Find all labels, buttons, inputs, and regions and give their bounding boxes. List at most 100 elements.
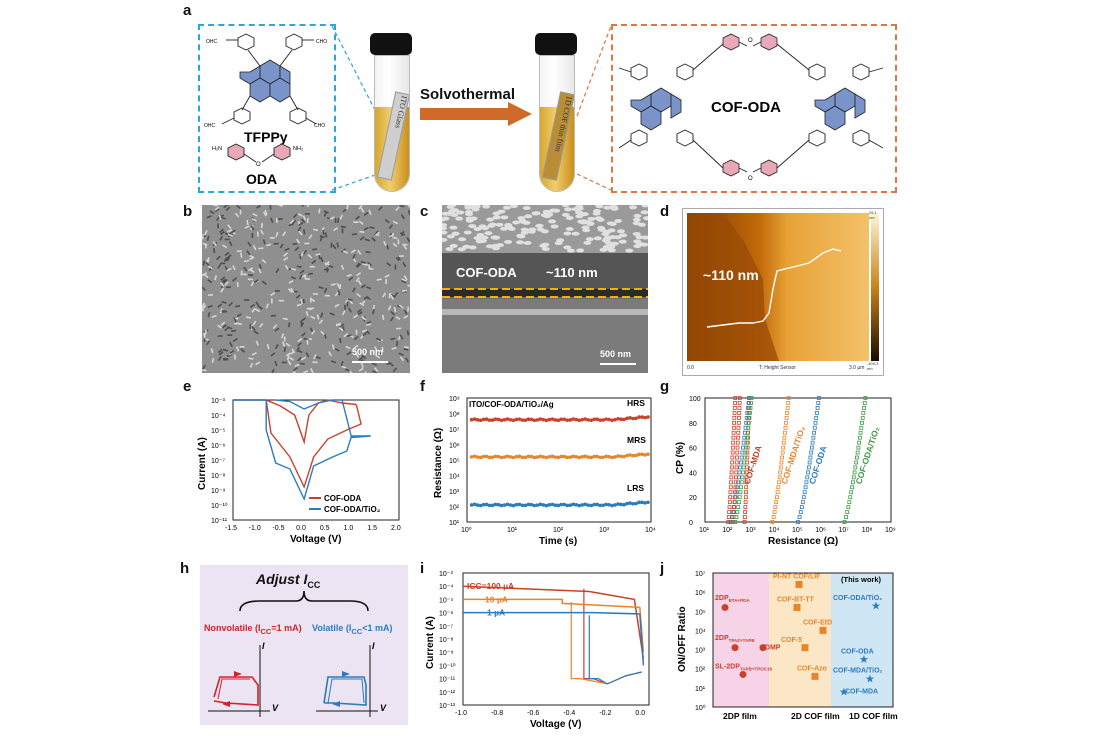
sem-surface-grain <box>576 248 584 252</box>
f-xtick: 10⁴ <box>645 527 656 534</box>
sem-grain <box>399 353 404 355</box>
sem-grain <box>388 306 390 310</box>
sem-grain <box>348 299 353 300</box>
g-point <box>740 456 743 459</box>
f-point <box>506 503 510 507</box>
tube-cap-1 <box>370 33 412 55</box>
i-xtick: -0.6 <box>527 710 539 717</box>
g-ytick: 20 <box>689 495 697 502</box>
g-point <box>738 471 741 474</box>
g-point <box>850 491 853 494</box>
sem-surface-grain <box>484 231 492 235</box>
j-ytick: 10⁷ <box>695 571 706 578</box>
h-i-axis-2: I <box>372 641 375 651</box>
f-point <box>628 501 632 505</box>
j-ytick: 10⁴ <box>695 628 706 635</box>
g-point <box>744 506 747 509</box>
g-point <box>739 461 742 464</box>
sem-surface-grain <box>572 232 580 236</box>
sem-grain <box>402 231 404 236</box>
sem-grain <box>225 252 229 255</box>
sem-grain <box>284 347 285 352</box>
sem-grain <box>374 368 377 372</box>
sem-grain <box>293 244 298 245</box>
sem-grain <box>300 363 305 364</box>
g-point <box>738 406 741 409</box>
g-point <box>733 421 736 424</box>
ohc-label-2: OHC <box>204 123 216 129</box>
sem-grain <box>325 233 326 238</box>
adjust-icc-panel: Adjust ICC Nonvolatile (ICC=1 mA) Volati… <box>200 565 408 725</box>
f-ytick: 10⁴ <box>449 474 460 481</box>
i-ytick: 10⁻¹² <box>439 690 456 697</box>
sem-grain <box>379 207 382 211</box>
sem-grain <box>359 221 363 224</box>
g-point <box>857 446 860 449</box>
sem-grain <box>407 330 408 335</box>
sem-grain <box>339 290 340 295</box>
g-point <box>731 461 734 464</box>
sem-grain <box>394 307 395 312</box>
volatile-label: Volatile (ICC<1 mA) <box>312 623 392 636</box>
g-point <box>742 466 745 469</box>
sem-grain <box>225 257 227 261</box>
sem-top-view: 500 nm <box>202 205 410 373</box>
sem-grain <box>358 250 361 254</box>
sem-grain <box>262 281 266 284</box>
g-point <box>775 501 778 504</box>
sem-surface-grain <box>575 210 583 214</box>
sem-grain <box>250 363 252 368</box>
sem-grain <box>312 249 317 250</box>
g-point <box>856 451 859 454</box>
sem-surface-grain <box>633 232 641 236</box>
sem-grain <box>298 357 302 361</box>
j-ytick: 10⁰ <box>695 704 706 712</box>
sem-grain <box>256 341 258 346</box>
sem-grain <box>320 236 325 238</box>
g-point <box>739 491 742 494</box>
j-ytick: 10³ <box>695 648 706 655</box>
sem-grain <box>246 317 251 318</box>
oxygen-bottom: O <box>748 176 753 182</box>
g-point <box>773 511 776 514</box>
g-point <box>855 456 858 459</box>
sem-surface-grain <box>474 227 482 231</box>
sem-grain <box>324 211 329 213</box>
e-xtick: 2.0 <box>391 525 401 532</box>
sem-grain <box>300 270 304 273</box>
e-xtick: -0.5 <box>272 525 284 532</box>
sem-surface-grain <box>519 220 527 224</box>
f-point <box>506 417 510 421</box>
g-point <box>802 496 805 499</box>
sem-cross-texture <box>442 205 648 373</box>
j-ytick: 10² <box>695 667 706 674</box>
sem-grain <box>253 321 256 325</box>
g-point <box>783 431 786 434</box>
sem-grain <box>389 293 390 298</box>
sem-grain <box>273 325 276 329</box>
sem-grain <box>337 283 339 287</box>
sem-grain <box>217 256 221 259</box>
g-point <box>731 446 734 449</box>
sem-grain <box>230 241 232 245</box>
g-point <box>734 401 737 404</box>
j-group-label: 2DP film <box>723 711 757 721</box>
f-xtick: 10³ <box>599 527 610 534</box>
sem-grain <box>311 316 315 318</box>
sem-surface-grain <box>500 227 508 231</box>
sem-grain <box>271 293 275 296</box>
sem-grain <box>304 250 307 254</box>
tube-cap-2 <box>535 33 577 55</box>
g-point <box>742 441 745 444</box>
sem-surface-grain <box>491 235 499 239</box>
sem-grain <box>393 368 396 372</box>
sem-grain <box>366 324 371 325</box>
g-point <box>728 501 731 504</box>
f-point <box>625 454 629 458</box>
sem-grain <box>203 234 204 239</box>
sem-grain <box>233 278 237 281</box>
sem-surface-grain <box>593 212 601 216</box>
sem-grain <box>393 221 397 223</box>
